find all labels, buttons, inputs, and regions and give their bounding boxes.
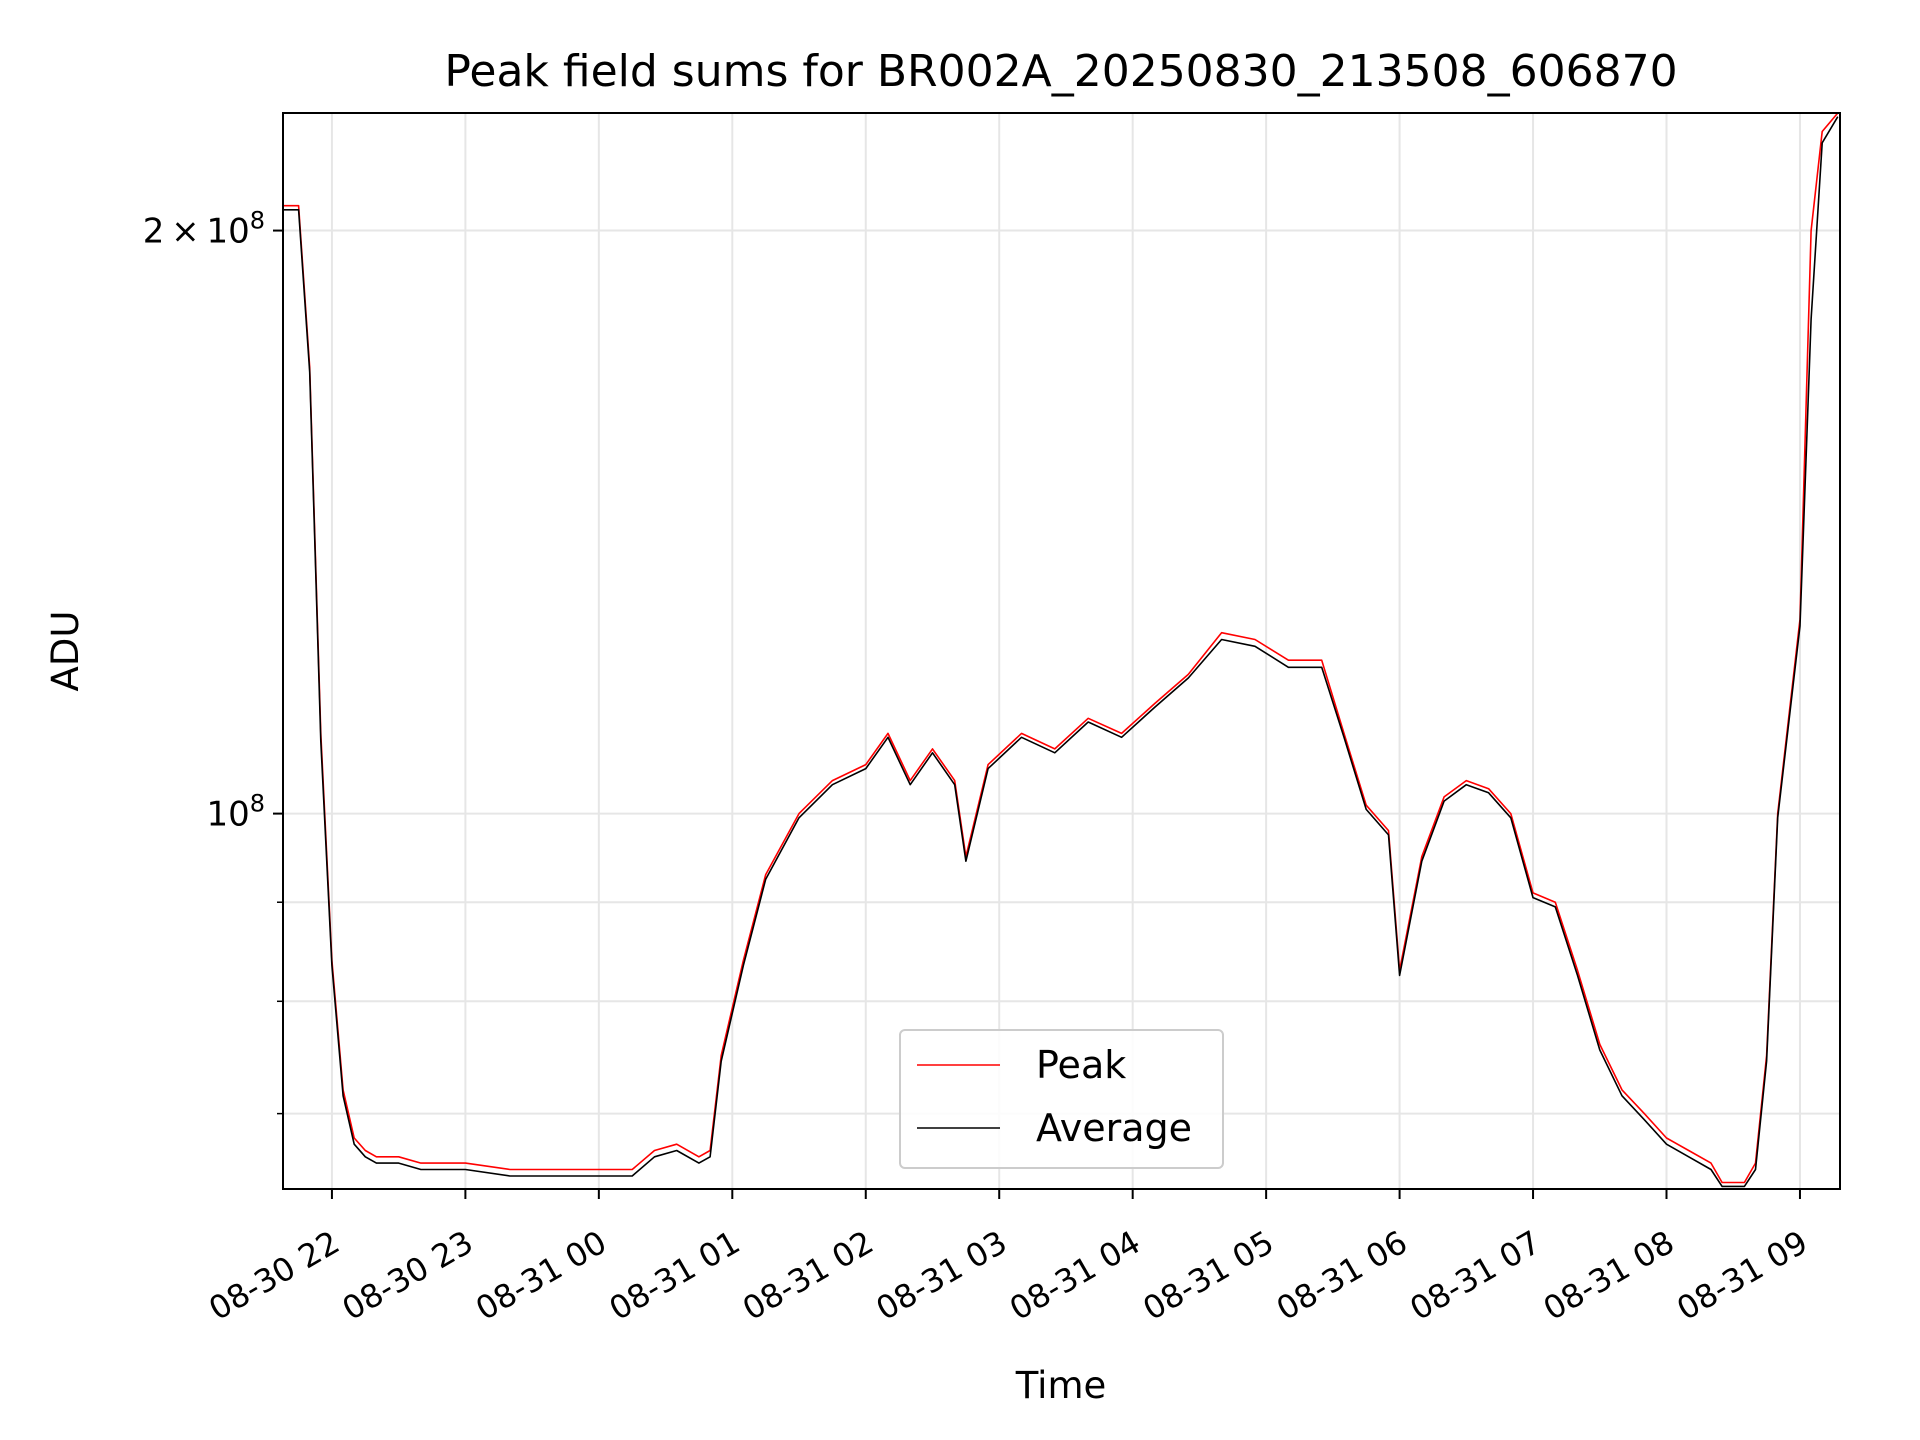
legend-label-average: Average	[1036, 1106, 1192, 1150]
y-axis-label: ADU	[44, 611, 87, 692]
x-axis-label: Time	[1015, 1364, 1107, 1407]
series-line-peak	[283, 112, 1839, 1184]
chart-title: Peak field sums for BR002A_20250830_2135…	[444, 46, 1677, 97]
y-tick-label: 108	[206, 790, 265, 835]
series-lines	[283, 112, 1839, 1188]
y-tick-label: 2 × 108	[143, 207, 265, 252]
grid	[283, 113, 1840, 1189]
plot-frame	[282, 112, 1841, 1190]
legend-label-peak: Peak	[1036, 1043, 1126, 1087]
y-axis-ticks: 108 2 × 108	[143, 207, 283, 1115]
legend: Peak Average	[899, 1029, 1224, 1169]
series-line-average	[283, 116, 1839, 1188]
